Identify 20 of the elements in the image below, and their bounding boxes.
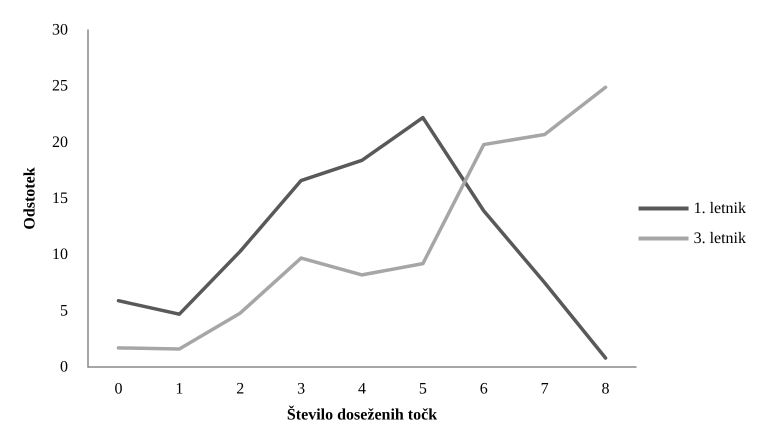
x-tick-label: 7 xyxy=(540,380,549,398)
x-tick-label: 5 xyxy=(418,380,427,398)
y-axis-title: Odstotek xyxy=(22,167,38,230)
y-tick-label: 30 xyxy=(52,22,68,38)
x-tick-label: 2 xyxy=(236,380,244,398)
x-tick-label: 4 xyxy=(358,380,366,398)
legend-label: 1. letnik xyxy=(694,200,746,217)
legend-label: 3. letnik xyxy=(694,230,746,247)
y-tick-label: 10 xyxy=(52,246,68,264)
y-tick-label: 5 xyxy=(60,302,68,320)
x-tick-label: 3 xyxy=(297,380,306,398)
x-tick-label: 8 xyxy=(602,380,610,398)
y-tick-label: 15 xyxy=(52,190,68,207)
y-tick-label: 0 xyxy=(60,358,68,376)
x-tick-label: 1 xyxy=(175,380,184,398)
x-tick-label: 0 xyxy=(114,380,122,398)
x-tick-label: 6 xyxy=(480,380,488,398)
y-tick-label: 20 xyxy=(52,134,68,151)
x-axis-title: Število doseženih točk xyxy=(286,406,438,424)
y-tick-label: 25 xyxy=(52,78,68,95)
